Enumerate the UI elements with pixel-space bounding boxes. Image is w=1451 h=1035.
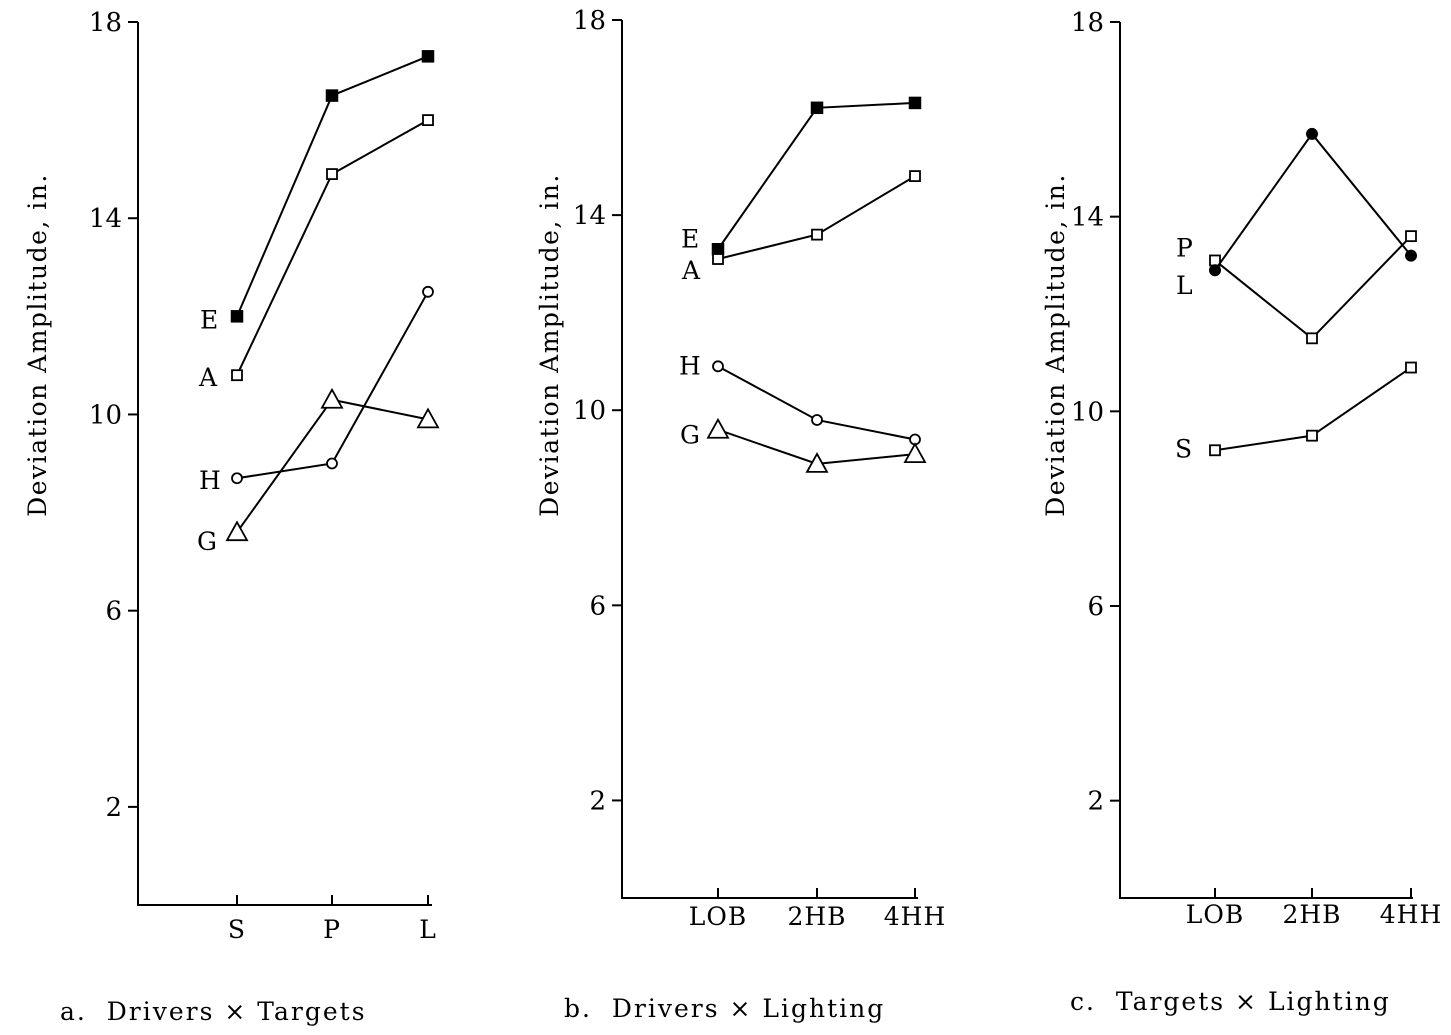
series-label-h: H: [199, 466, 221, 495]
data-point-e: [711, 243, 725, 256]
data-point-e: [810, 101, 824, 115]
data-point-e: [230, 310, 244, 323]
data-point-g: [416, 407, 440, 429]
axes-frame: [1119, 22, 1413, 899]
series-label-l: L: [1176, 271, 1193, 300]
y-tick-label: 10: [573, 396, 606, 426]
series-label-g: G: [680, 421, 700, 450]
y-tick-label: 18: [573, 6, 606, 36]
x-tick-label: LOB: [1186, 900, 1244, 929]
series-line-a: [717, 175, 916, 260]
axes-frame: [621, 20, 918, 899]
data-point-a: [422, 114, 434, 127]
y-tick-label: 2: [589, 786, 606, 816]
series-label-e: E: [200, 305, 218, 334]
series-label-e: E: [681, 224, 699, 253]
data-point-e: [325, 89, 339, 102]
panel-caption: a. Drivers × Targets: [60, 997, 367, 1026]
data-point-l: [1209, 264, 1221, 277]
data-point-h: [811, 414, 823, 426]
y-tick-label: 10: [1071, 397, 1104, 427]
data-point-s: [1405, 361, 1417, 374]
y-axis-title: Deviation Amplitude, in.: [1041, 173, 1070, 517]
data-point-h: [712, 360, 724, 373]
y-tick-label: 14: [573, 201, 606, 231]
panel-targets-lighting: Deviation Amplitude, in. c. Targets × Li…: [1041, 8, 1443, 1016]
data-point-p: [1405, 230, 1417, 243]
panel-caption: c. Targets × Lighting: [1070, 987, 1391, 1016]
data-point-s: [1306, 429, 1318, 442]
y-tick-label: 10: [89, 400, 122, 430]
data-point-g: [320, 387, 344, 409]
data-point-l: [1306, 127, 1318, 140]
series-label-s: S: [1175, 434, 1192, 463]
series-label-a: A: [681, 256, 701, 285]
x-tick-label: LOB: [689, 902, 747, 931]
x-tick-label: P: [323, 915, 341, 944]
data-point-s: [1209, 444, 1221, 457]
axes-frame: [137, 22, 432, 906]
data-point-e: [421, 50, 435, 63]
series-line-h: [236, 291, 429, 480]
y-tick-label: 14: [89, 204, 122, 234]
series-line-h: [717, 365, 916, 441]
y-tick-label: 6: [589, 591, 606, 621]
data-point-a: [326, 168, 338, 180]
data-point-g: [706, 417, 730, 439]
y-tick-label: 6: [105, 597, 122, 627]
data-point-h: [422, 285, 434, 298]
x-tick-label: L: [419, 915, 437, 944]
series-label-h: H: [679, 351, 701, 380]
data-point-e: [908, 96, 922, 110]
x-tick-label: 2HB: [787, 902, 846, 931]
data-point-p: [1306, 332, 1318, 345]
data-point-a: [712, 253, 724, 265]
y-tick-label: 18: [1071, 8, 1104, 38]
panel-drivers-lighting: Deviation Amplitude, in. b. Drivers × Li…: [535, 6, 947, 1023]
data-point-h: [231, 472, 243, 485]
y-axis-title: Deviation Amplitude, in.: [535, 173, 564, 517]
x-tick-label: 4HH: [884, 902, 947, 931]
data-point-a: [909, 170, 921, 182]
y-tick-label: 6: [1087, 592, 1104, 622]
y-tick-label: 18: [89, 8, 122, 38]
series-label-p: P: [1176, 233, 1193, 262]
y-tick-label: 14: [1071, 203, 1104, 233]
series-label-a: A: [198, 363, 218, 392]
series-line-l: [1214, 132, 1412, 271]
x-tick-label: S: [228, 915, 246, 944]
data-point-l: [1405, 249, 1417, 262]
data-point-a: [231, 369, 243, 382]
data-point-g: [225, 520, 249, 542]
panel-drivers-targets: Deviation Amplitude, in. a. Drivers × Ta…: [23, 8, 440, 1026]
series-label-g: G: [197, 527, 217, 556]
y-tick-label: 2: [105, 793, 122, 823]
x-tick-label: 4HH: [1380, 900, 1443, 929]
data-point-g: [903, 442, 927, 464]
series-line-e: [717, 101, 916, 250]
y-tick-label: 2: [1087, 787, 1104, 817]
y-axis-title: Deviation Amplitude, in.: [23, 173, 52, 517]
series-line-p: [1214, 235, 1412, 340]
x-tick-label: 2HB: [1282, 900, 1341, 929]
data-point-a: [811, 228, 823, 241]
data-point-h: [326, 457, 338, 470]
panel-caption: b. Drivers × Lighting: [564, 994, 885, 1023]
data-point-g: [805, 452, 829, 473]
